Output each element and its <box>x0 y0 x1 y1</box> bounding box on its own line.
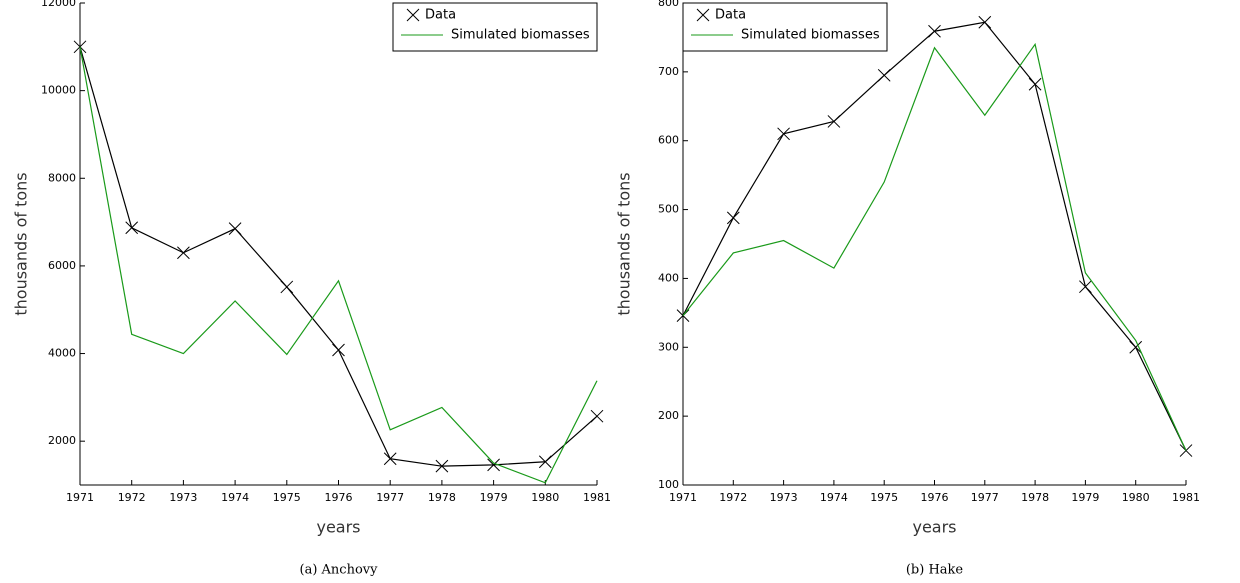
x-tick-label: 1972 <box>719 491 747 504</box>
legend-box <box>682 2 888 52</box>
data-marker <box>280 280 294 294</box>
data-marker <box>1079 280 1092 294</box>
caption: (b) Hake <box>906 563 964 578</box>
legend-label: Simulated biomasses <box>741 28 880 43</box>
data-marker <box>177 246 190 260</box>
data-marker <box>827 115 841 128</box>
legend-label: Data <box>715 8 746 23</box>
data-line <box>682 42 1187 451</box>
x-tick-label: 1978 <box>1021 491 1049 504</box>
y-tick-label: 4000 <box>48 347 76 360</box>
x-tick-label: 1980 <box>1122 491 1150 504</box>
data-marker <box>726 211 740 225</box>
data-marker <box>777 127 790 141</box>
x-axis-label: years <box>316 518 360 537</box>
x-tick-label: 1976 <box>325 491 353 504</box>
x-tick-label: 1974 <box>820 491 848 504</box>
legend-marker <box>696 8 710 22</box>
data-marker <box>538 455 552 469</box>
data-marker <box>487 458 500 472</box>
data-marker <box>978 15 992 29</box>
y-tick-label: 8000 <box>48 171 76 184</box>
data-line <box>682 21 1187 451</box>
data-marker <box>877 68 891 82</box>
x-tick-label: 1971 <box>66 491 94 504</box>
data-marker <box>332 343 345 357</box>
x-tick-label: 1975 <box>870 491 898 504</box>
x-tick-label: 1978 <box>428 491 456 504</box>
x-tick-label: 1975 <box>273 491 301 504</box>
x-tick-label: 1971 <box>669 491 697 504</box>
x-axis-label: years <box>912 518 956 537</box>
legend-label: Simulated biomasses <box>451 28 590 43</box>
y-tick-label: 300 <box>658 340 679 353</box>
y-tick-label: 10000 <box>41 84 76 97</box>
x-tick-label: 1972 <box>118 491 146 504</box>
x-tick-label: 1981 <box>1172 491 1200 504</box>
data-marker <box>928 24 941 38</box>
data-marker <box>228 222 242 236</box>
y-tick-label: 400 <box>658 271 679 284</box>
y-axis-label: thousands of tons <box>12 172 31 315</box>
x-tick-label: 1977 <box>971 491 999 504</box>
data-marker <box>435 459 449 473</box>
x-tick-label: 1976 <box>921 491 949 504</box>
x-tick-label: 1980 <box>531 491 559 504</box>
data-line <box>79 46 598 467</box>
data-marker <box>1028 77 1042 91</box>
y-tick-label: 12000 <box>41 0 76 9</box>
y-axis-label: thousands of tons <box>615 172 634 315</box>
x-tick-label: 1973 <box>770 491 798 504</box>
data-marker <box>383 452 397 466</box>
data-marker <box>590 409 604 423</box>
data-line <box>79 46 598 484</box>
y-tick-label: 6000 <box>48 259 76 272</box>
x-tick-label: 1977 <box>376 491 404 504</box>
data-marker <box>125 221 139 235</box>
data-marker <box>1129 340 1143 354</box>
legend-marker <box>406 8 420 22</box>
y-tick-label: 200 <box>658 409 679 422</box>
x-tick-label: 1979 <box>480 491 508 504</box>
x-tick-label: 1981 <box>583 491 611 504</box>
y-tick-label: 100 <box>658 478 679 491</box>
y-tick-label: 700 <box>658 65 679 78</box>
x-tick-label: 1979 <box>1071 491 1099 504</box>
y-tick-label: 800 <box>658 0 679 9</box>
y-tick-label: 500 <box>658 203 679 216</box>
y-tick-label: 600 <box>658 134 679 147</box>
y-tick-label: 2000 <box>48 434 76 447</box>
x-tick-label: 1973 <box>169 491 197 504</box>
caption: (a) Anchovy <box>300 563 379 578</box>
legend-box <box>392 2 598 52</box>
x-tick-label: 1974 <box>221 491 249 504</box>
legend-label: Data <box>425 8 456 23</box>
